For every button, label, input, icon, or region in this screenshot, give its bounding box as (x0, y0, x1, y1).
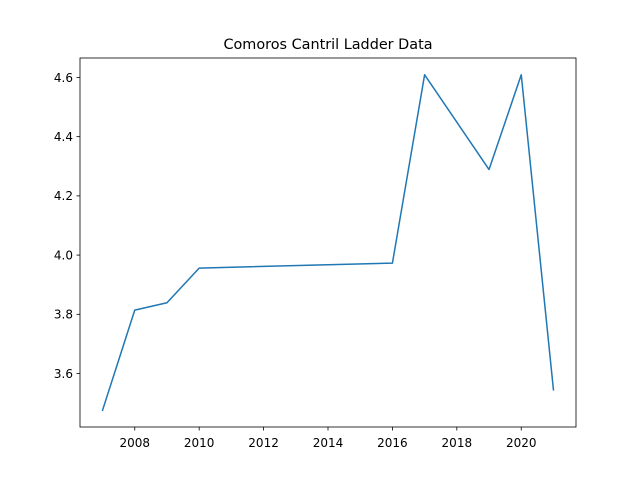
y-tick-label: 3.8 (54, 308, 73, 322)
x-tick-label: 2012 (248, 436, 279, 450)
series-line (101, 74, 555, 412)
y-tick-label: 3.6 (54, 367, 73, 381)
x-tick-label: 2018 (442, 436, 473, 450)
y-tick-label: 4.4 (54, 130, 73, 144)
y-tick-label: 4.0 (54, 248, 73, 262)
y-tick-label: 4.6 (54, 71, 73, 85)
x-tick-label: 2016 (377, 436, 408, 450)
y-axis: 3.6 3.8 4.0 4.2 4.4 4.6 (54, 71, 80, 381)
y-tick-label: 4.2 (54, 189, 73, 203)
x-tick-label: 2014 (313, 436, 344, 450)
x-axis: 2008 2010 2012 2014 2016 2018 2020 (119, 427, 537, 450)
plot-frame (79, 57, 577, 428)
chart-title: Comoros Cantril Ladder Data (223, 37, 432, 53)
x-tick-label: 2010 (184, 436, 215, 450)
x-tick-label: 2020 (506, 436, 537, 450)
series-layer (101, 74, 555, 412)
x-tick-label: 2008 (119, 436, 150, 450)
